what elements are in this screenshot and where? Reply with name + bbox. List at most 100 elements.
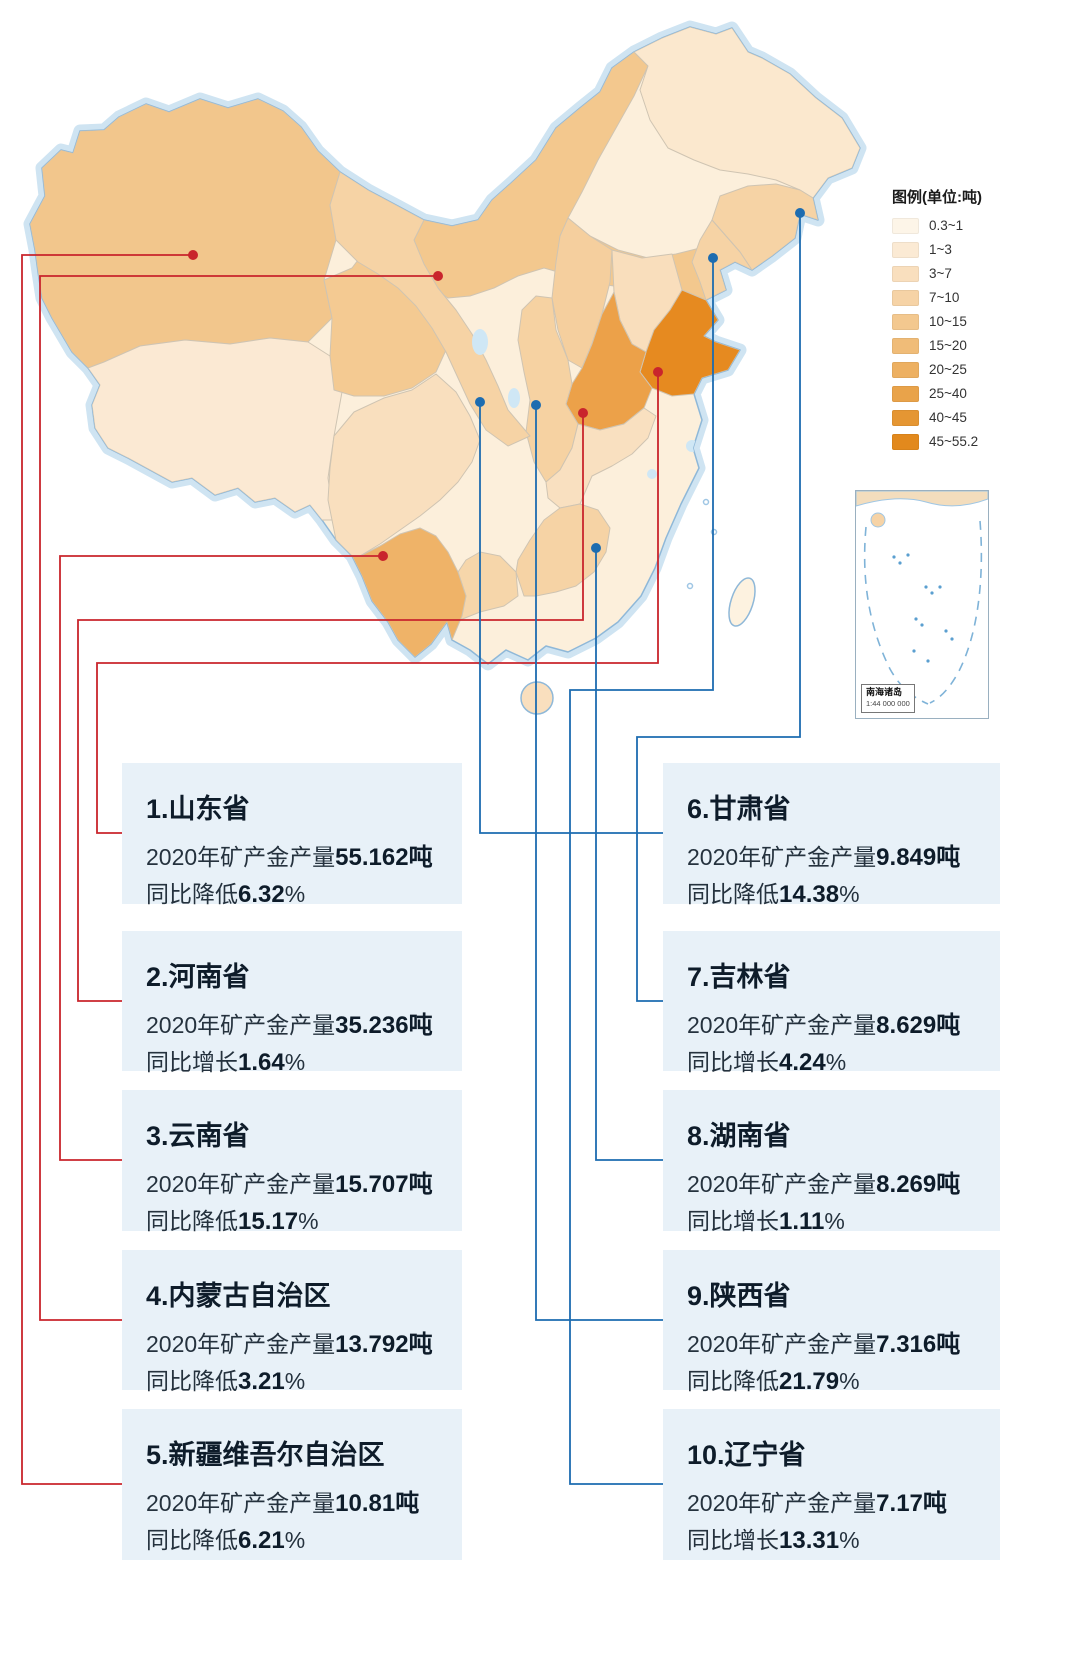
legend-row: 0.3~1 (892, 217, 1032, 234)
change-unit: % (284, 1368, 306, 1394)
change-value: 1.11 (779, 1208, 825, 1235)
change-label: 同比降低 (146, 1368, 238, 1394)
change-unit: % (839, 1368, 860, 1394)
legend-range-label: 15~20 (929, 338, 967, 353)
card-production-line: 2020年矿产金产量9.849吨 (687, 839, 978, 876)
connector-liaoning (569, 258, 714, 1485)
production-unit: 吨 (408, 1171, 433, 1198)
card-production-line: 2020年矿产金产量35.236吨 (146, 1007, 440, 1044)
inset-dash-line-left (863, 526, 929, 705)
connector-inner-mongolia (39, 275, 438, 1321)
dot-shandong (653, 367, 663, 377)
legend-range-label: 45~55.2 (929, 434, 979, 449)
change-label: 同比降低 (687, 881, 779, 907)
production-label: 2020年矿产金产量 (687, 844, 877, 870)
change-label: 同比增长 (687, 1208, 779, 1234)
connector-gansu (479, 402, 663, 834)
production-value: 10.81 (335, 1490, 396, 1517)
change-label: 同比增长 (687, 1049, 779, 1075)
change-value: 15.17 (238, 1208, 299, 1235)
production-label: 2020年矿产金产量 (146, 1012, 336, 1038)
card-production-line: 2020年矿产金产量55.162吨 (146, 839, 440, 876)
change-value: 14.38 (779, 881, 840, 908)
inset-hainan (870, 512, 886, 528)
connector-xinjiang (21, 254, 193, 1485)
card-xinjiang: 5.新疆维吾尔自治区 2020年矿产金产量10.81吨 同比降低6.21% (122, 1409, 462, 1560)
inset-map (856, 491, 988, 705)
card-production-line: 2020年矿产金产量10.81吨 (146, 1485, 440, 1522)
red-connectors (21, 254, 659, 1485)
inset-label: 南海诸岛 1:44 000 000 (861, 683, 915, 713)
production-unit: 吨 (408, 844, 433, 871)
change-unit: % (825, 1049, 847, 1075)
production-value: 7.17 (876, 1490, 923, 1517)
production-label: 2020年矿产金产量 (146, 1171, 336, 1197)
card-change-line: 同比增长4.24% (687, 1044, 978, 1081)
production-label: 2020年矿产金产量 (146, 844, 336, 870)
card-henan: 2.河南省 2020年矿产金产量35.236吨 同比增长1.64% (122, 931, 462, 1076)
card-shaanxi: 9.陕西省 2020年矿产金产量7.316吨 同比降低21.79% (663, 1250, 1000, 1395)
change-label: 同比降低 (146, 881, 238, 907)
legend-swatch (892, 217, 919, 234)
inset-dash-line-right (929, 520, 983, 704)
legend-swatch (892, 337, 919, 354)
inset-title: 南海诸岛 (866, 686, 903, 697)
card-yunnan: 3.云南省 2020年矿产金产量15.707吨 同比降低15.17% (122, 1090, 462, 1235)
production-value: 8.269 (876, 1171, 937, 1198)
card-gansu: 6.甘肃省 2020年矿产金产量9.849吨 同比降低14.38% (663, 763, 1000, 908)
card-production-line: 2020年矿产金产量8.269吨 (687, 1166, 978, 1203)
small-islands (686, 498, 718, 590)
legend-swatch (892, 265, 919, 282)
card-hunan: 8.湖南省 2020年矿产金产量8.269吨 同比增长1.11% (663, 1090, 1000, 1235)
legend-row: 1~3 (892, 241, 1032, 258)
legend-swatch (892, 409, 919, 426)
province-hunan (515, 503, 611, 597)
change-value: 13.31 (779, 1527, 840, 1554)
card-title: 2.河南省 (146, 962, 250, 992)
legend-range-label: 20~25 (929, 362, 967, 377)
change-value: 1.64 (238, 1049, 285, 1076)
legend-row: 20~25 (892, 361, 1032, 378)
production-label: 2020年矿产金产量 (687, 1012, 877, 1038)
card-title: 3.云南省 (146, 1121, 250, 1151)
change-unit: % (839, 881, 860, 907)
dot-inner-mongolia (433, 271, 443, 281)
legend-range-label: 7~10 (929, 290, 960, 305)
card-jilin: 7.吉林省 2020年矿产金产量8.629吨 同比增长4.24% (663, 931, 1000, 1076)
legend-row: 45~55.2 (892, 433, 1032, 450)
province-liaoning (691, 219, 753, 301)
province-shandong (639, 289, 741, 397)
card-production-line: 2020年矿产金产量7.17吨 (687, 1485, 978, 1522)
card-change-line: 同比增长1.11% (687, 1203, 978, 1240)
production-label: 2020年矿产金产量 (146, 1490, 336, 1516)
change-unit: % (284, 1049, 306, 1075)
production-unit: 吨 (936, 844, 961, 871)
card-production-line: 2020年矿产金产量15.707吨 (146, 1166, 440, 1203)
legend-range-label: 25~40 (929, 386, 967, 401)
card-shandong: 1.山东省 2020年矿产金产量55.162吨 同比降低6.32% (122, 763, 462, 908)
card-title: 1.山东省 (146, 794, 250, 824)
production-unit: 吨 (936, 1331, 961, 1358)
dot-yunnan (378, 551, 388, 561)
connector-shaanxi (535, 405, 663, 1321)
dot-jilin (795, 208, 805, 218)
change-unit: % (298, 1208, 319, 1234)
production-value: 15.707 (335, 1171, 409, 1198)
connector-hunan (595, 548, 663, 1161)
card-production-line: 2020年矿产金产量7.316吨 (687, 1326, 978, 1363)
card-title: 10.辽宁省 (687, 1440, 806, 1470)
legend-title: 图例(单位:吨) (892, 189, 982, 206)
island-taiwan (728, 577, 756, 627)
production-value: 55.162 (335, 844, 409, 871)
legend-range-label: 40~45 (929, 410, 967, 425)
card-liaoning: 10.辽宁省 2020年矿产金产量7.17吨 同比增长13.31% (663, 1409, 1000, 1560)
province-gansu (329, 171, 531, 447)
change-value: 21.79 (779, 1368, 840, 1395)
production-value: 8.629 (876, 1012, 937, 1039)
card-title: 4.内蒙古自治区 (146, 1281, 331, 1311)
connector-shandong (96, 372, 659, 834)
dot-henan (578, 408, 588, 418)
change-unit: % (284, 881, 306, 907)
change-label: 同比增长 (146, 1049, 238, 1075)
